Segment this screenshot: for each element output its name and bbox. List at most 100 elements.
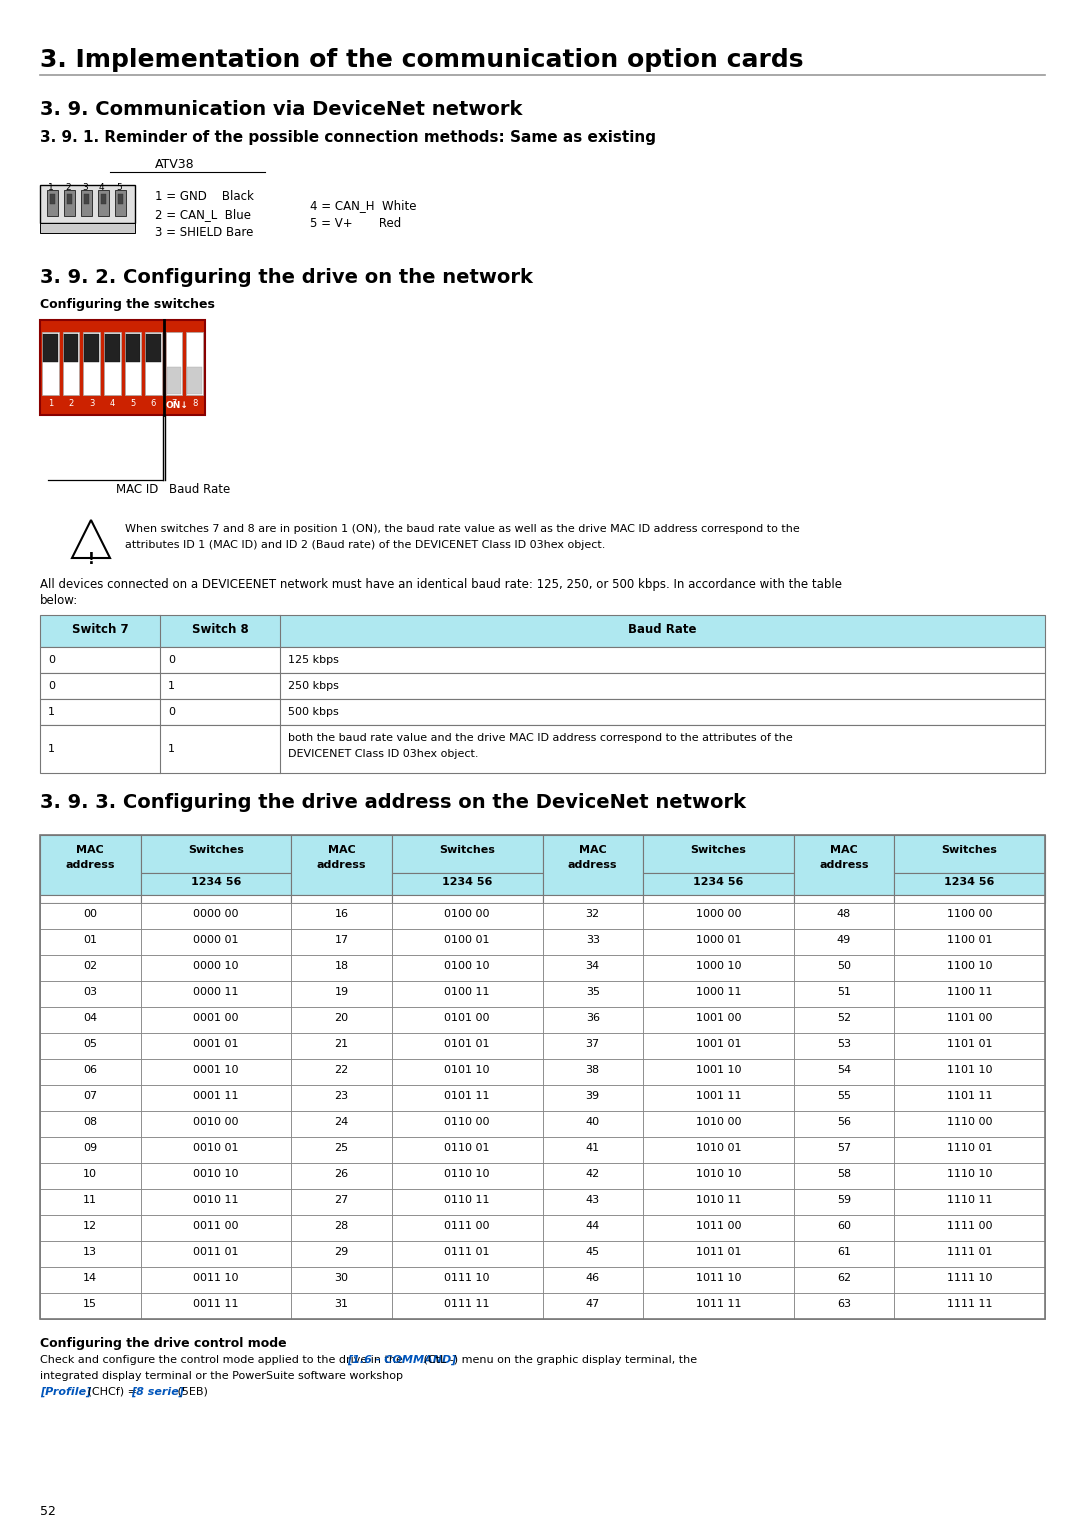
Text: 500 kbps: 500 kbps — [288, 707, 339, 718]
Bar — [140, 928, 292, 954]
Text: below:: below: — [40, 594, 78, 608]
Text: 3. Implementation of the communication option cards: 3. Implementation of the communication o… — [40, 47, 804, 72]
Bar — [894, 1215, 1045, 1241]
Bar — [894, 1164, 1045, 1190]
Bar — [392, 1241, 542, 1267]
Bar — [794, 1032, 894, 1060]
Bar — [292, 1112, 392, 1138]
Text: 11: 11 — [83, 1196, 97, 1205]
Bar — [894, 1060, 1045, 1086]
Text: 1111 11: 1111 11 — [947, 1299, 993, 1309]
Text: 0001 00: 0001 00 — [193, 1012, 239, 1023]
Text: 5: 5 — [131, 399, 135, 408]
Bar — [40, 895, 140, 902]
Text: ON↓: ON↓ — [165, 402, 189, 411]
Text: 0110 00: 0110 00 — [444, 1116, 490, 1127]
Bar — [124, 331, 141, 395]
Text: 04: 04 — [83, 1012, 97, 1023]
Text: address: address — [316, 860, 366, 870]
Text: 1100 00: 1100 00 — [947, 909, 993, 919]
Text: 34: 34 — [585, 960, 599, 971]
Text: 43: 43 — [585, 1196, 599, 1205]
Bar — [643, 1060, 794, 1086]
Text: 1101 11: 1101 11 — [947, 1090, 993, 1101]
Text: 1011 01: 1011 01 — [696, 1248, 741, 1257]
Text: 1101 10: 1101 10 — [947, 1064, 993, 1075]
Text: 1011 00: 1011 00 — [696, 1222, 741, 1231]
Text: 1110 10: 1110 10 — [947, 1170, 993, 1179]
Bar — [894, 1241, 1045, 1267]
Text: 2 = CAN_L  Blue: 2 = CAN_L Blue — [156, 208, 251, 221]
Text: 1110 00: 1110 00 — [947, 1116, 993, 1127]
Text: 53: 53 — [837, 1038, 851, 1049]
Text: 33: 33 — [585, 935, 599, 945]
Bar — [40, 1215, 140, 1241]
Bar — [643, 873, 794, 895]
Bar — [166, 366, 181, 394]
Bar — [643, 1241, 794, 1267]
Text: 3: 3 — [82, 183, 87, 192]
Text: 2: 2 — [65, 183, 70, 192]
Text: 23: 23 — [335, 1090, 349, 1101]
Bar — [40, 1032, 140, 1060]
Bar — [140, 1190, 292, 1215]
Text: 1011 11: 1011 11 — [696, 1299, 741, 1309]
Text: Switches: Switches — [942, 844, 998, 855]
Text: 03: 03 — [83, 986, 97, 997]
Bar — [140, 895, 292, 902]
Text: 12: 12 — [83, 1222, 97, 1231]
Text: All devices connected on a DEVICEENET network must have an identical baud rate: : All devices connected on a DEVICEENET ne… — [40, 579, 842, 591]
Bar — [542, 902, 643, 928]
Text: 6: 6 — [151, 399, 157, 408]
Text: 0000 01: 0000 01 — [193, 935, 239, 945]
Bar — [140, 1032, 292, 1060]
Bar — [894, 1267, 1045, 1293]
Text: 1001 01: 1001 01 — [696, 1038, 741, 1049]
Bar — [292, 1241, 392, 1267]
Text: 8: 8 — [192, 399, 198, 408]
Bar — [40, 673, 1045, 699]
Bar — [140, 980, 292, 1006]
Text: 0: 0 — [48, 655, 55, 664]
Bar — [392, 1215, 542, 1241]
Bar — [392, 980, 542, 1006]
Bar — [794, 1086, 894, 1112]
Text: 3. 9. Communication via DeviceNet network: 3. 9. Communication via DeviceNet networ… — [40, 99, 523, 119]
Text: 0111 01: 0111 01 — [444, 1248, 490, 1257]
Bar — [643, 1006, 794, 1032]
Text: 2: 2 — [68, 399, 73, 408]
Bar — [292, 1215, 392, 1241]
Bar — [40, 835, 140, 895]
Text: 0010 11: 0010 11 — [193, 1196, 239, 1205]
Bar — [40, 1138, 140, 1164]
Bar — [392, 1006, 542, 1032]
Text: 14: 14 — [83, 1274, 97, 1283]
Text: 0011 00: 0011 00 — [193, 1222, 239, 1231]
Bar — [794, 902, 894, 928]
Text: 0100 11: 0100 11 — [444, 986, 490, 997]
Bar — [105, 334, 120, 362]
Bar — [542, 1112, 643, 1138]
Bar — [643, 928, 794, 954]
Text: 50: 50 — [837, 960, 851, 971]
Bar — [40, 954, 140, 980]
Text: 52: 52 — [837, 1012, 851, 1023]
Text: 125 kbps: 125 kbps — [288, 655, 339, 664]
Bar — [140, 1060, 292, 1086]
Bar — [542, 1086, 643, 1112]
Text: 18: 18 — [335, 960, 349, 971]
Bar — [643, 835, 794, 873]
Text: 19: 19 — [335, 986, 349, 997]
Bar — [292, 1086, 392, 1112]
Bar — [542, 1164, 643, 1190]
Text: Check and configure the control mode applied to the drive in the: Check and configure the control mode app… — [40, 1354, 406, 1365]
Bar — [40, 1267, 140, 1293]
Text: (CHCf) =: (CHCf) = — [83, 1387, 140, 1397]
Bar — [643, 1164, 794, 1190]
Text: 44: 44 — [585, 1222, 599, 1231]
Bar — [392, 895, 542, 902]
Bar — [43, 334, 57, 362]
Bar — [894, 1190, 1045, 1215]
Text: 16: 16 — [335, 909, 349, 919]
Bar — [292, 928, 392, 954]
